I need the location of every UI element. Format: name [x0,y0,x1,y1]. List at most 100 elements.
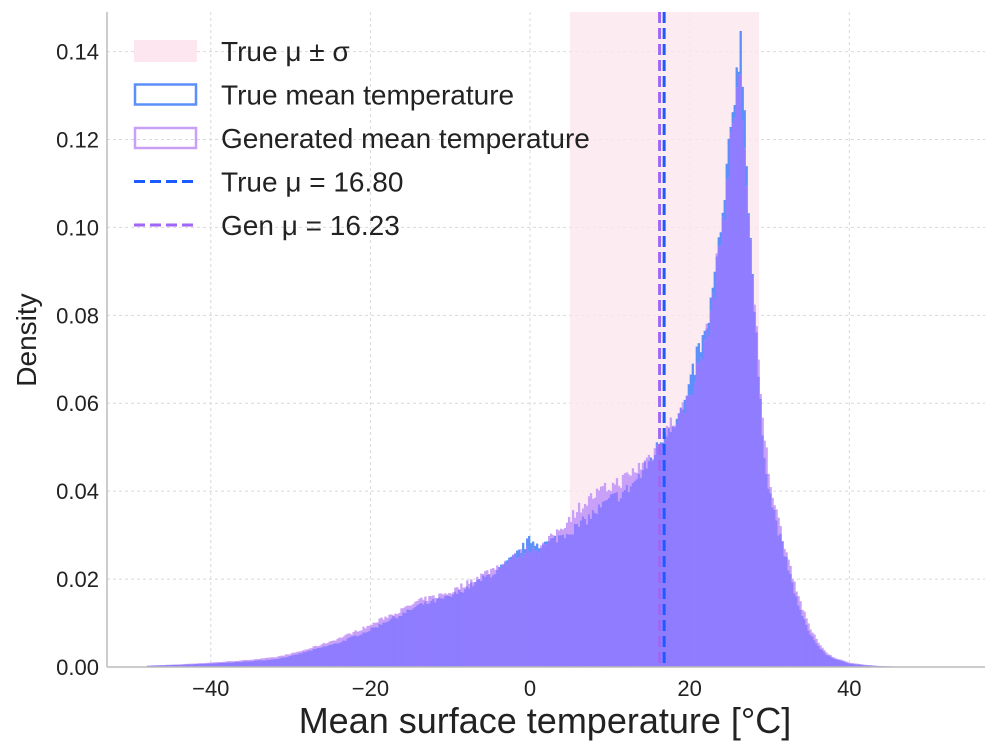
mean-lines [658,12,666,667]
histogram-bar-excess [410,605,413,611]
histogram-bar-excess [532,541,535,548]
histogram-bar [312,649,315,667]
histogram-bar [819,648,822,667]
histogram-bar [809,634,812,667]
histogram-bar [334,643,337,667]
histogram-bar-excess [809,629,812,635]
histogram-bar-excess [522,542,525,557]
histogram-bar-excess [655,442,659,446]
histogram-bar-excess [204,662,208,664]
histogram-bar-excess [274,657,277,660]
histogram-bar-excess [825,652,828,655]
histogram-bar [274,659,277,667]
histogram-bar-excess [589,493,593,519]
histogram-bar-excess [372,622,375,628]
histogram-bar [693,382,696,667]
histogram-bar [202,663,206,667]
histogram-bar [546,543,549,667]
histogram-bar [609,494,613,667]
histogram-bar-excess [536,543,539,551]
histogram-bar [470,582,473,667]
histogram-bar [667,428,671,667]
histogram-bar [775,520,778,667]
histogram-bar [773,509,776,667]
histogram-bar-excess [276,656,279,659]
histogram-bar [799,609,802,667]
histogram-bar [398,615,401,667]
histogram-bar [635,479,639,667]
histogram-bar [428,603,431,667]
histogram-bar-excess [635,472,639,480]
histogram-bar-excess [270,657,273,660]
histogram-bar [262,660,265,667]
histogram-bar-excess [406,605,409,610]
histogram-bar [679,407,682,667]
histogram-bar [514,553,517,667]
histogram-bar-excess [286,654,289,657]
histogram-bar-excess [280,655,283,658]
histogram-bar-excess [246,660,249,662]
histogram-bar-excess [210,662,214,664]
histogram-bar-excess [613,484,617,493]
histogram-bar-excess [751,273,754,276]
histogram-bar [218,662,222,667]
histogram-bar-excess [466,580,469,587]
histogram-bar [486,574,489,667]
histogram-bar-excess [514,552,517,554]
histogram-bar [697,363,700,667]
histogram-bar [164,665,168,667]
histogram-bar [368,630,371,667]
histogram-bar [400,615,403,667]
histogram-bar-excess [424,596,427,602]
histogram-bar-excess [617,485,621,502]
histogram-bar [466,586,469,667]
histogram-bar [534,549,537,667]
histogram-bar-excess [442,594,445,599]
histogram-bar-excess [450,593,453,597]
histogram-bar [508,559,511,667]
histogram-bar [434,602,437,667]
histogram-bar [583,518,587,667]
histogram-bar [565,533,569,667]
histogram-bar-excess [544,541,547,545]
histogram-bar [208,663,212,667]
histogram-bar [298,653,301,667]
histogram-bar [675,423,678,667]
histogram-bar-excess [272,657,275,660]
histogram-bar [797,605,800,667]
histogram-bar-excess [625,472,629,485]
histogram-bar-excess [420,597,423,603]
histogram-bar [176,664,180,667]
histogram-bar [835,659,838,667]
histogram-bar-excess [573,517,577,524]
histogram-bar-excess [524,549,527,554]
histogram-bar-excess [627,474,631,493]
histogram-bar [655,445,659,667]
histogram-bar [488,574,491,667]
histogram-bar-excess [805,618,808,625]
histogram-bar [408,609,411,667]
histogram-bar [551,537,555,667]
histogram-bar-excess [623,473,627,490]
histogram-bar [713,298,716,667]
histogram-bar [472,586,475,667]
histogram-bar [589,518,593,667]
y-tick-label: 0.04 [56,479,99,504]
histogram-bar-excess [252,659,255,661]
histogram-bar [210,663,214,667]
histogram-bar [747,215,750,668]
histogram-bar [380,624,383,667]
histogram-bar [370,627,373,667]
histogram-bar [827,655,830,667]
histogram-bar [625,484,629,667]
histogram-bar-excess [605,491,609,500]
histogram-bar-excess [597,490,601,505]
histogram-bar [450,596,453,667]
histogram-bar-excess [711,287,714,294]
histogram-bar-excess [502,563,505,565]
histogram-bar-excess [633,472,637,482]
histogram-bar [436,598,439,667]
histogram-bar-excess [845,661,848,663]
histogram-bar-excess [789,565,792,574]
